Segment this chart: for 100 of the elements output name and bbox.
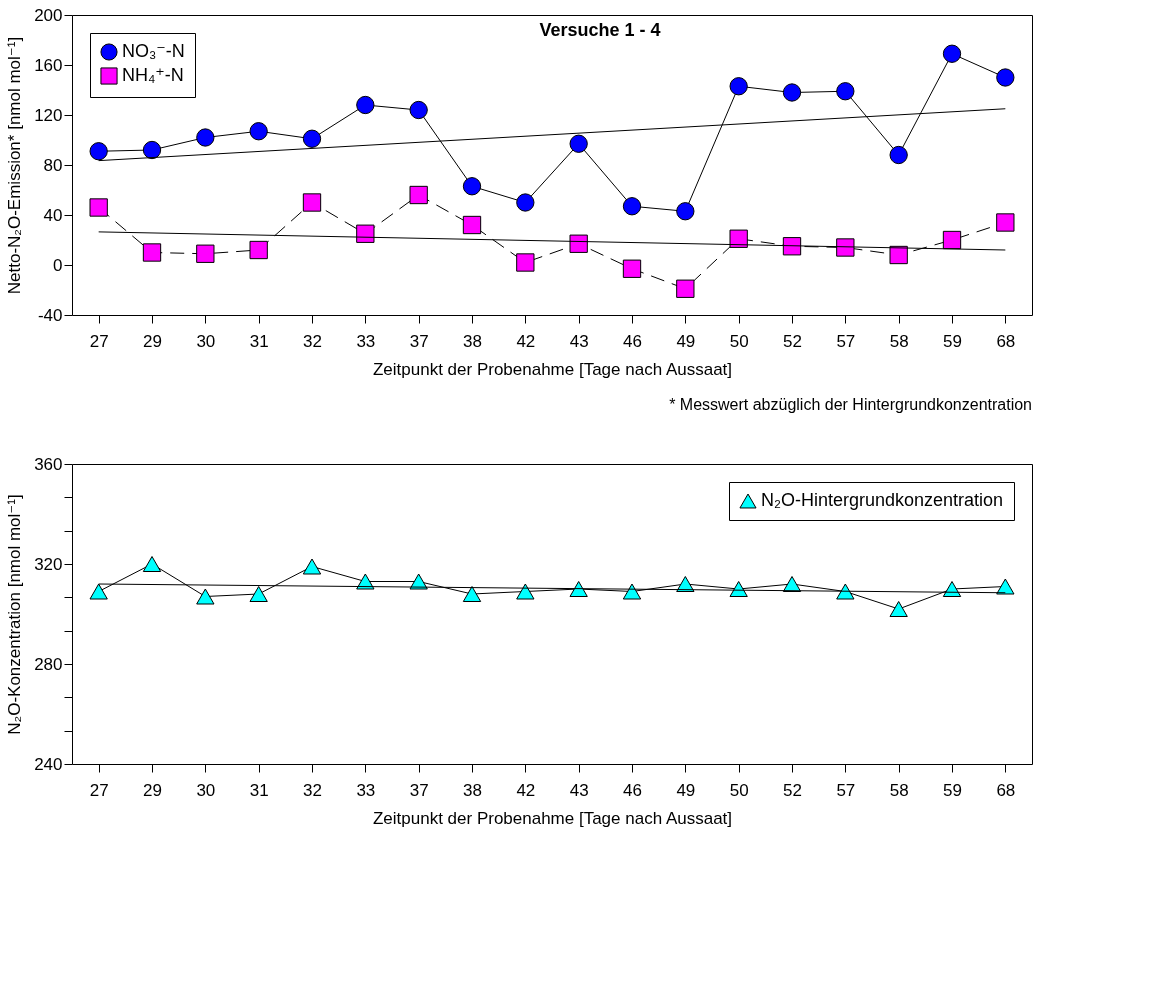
point	[89, 198, 108, 217]
point	[889, 601, 908, 617]
point	[462, 586, 482, 602]
point	[356, 224, 375, 243]
x-tick-label: 46	[623, 780, 642, 800]
y-tick-label: 80	[43, 155, 63, 175]
point	[782, 237, 802, 256]
x-tick-label: 33	[356, 780, 376, 800]
y-tick-label: 360	[34, 454, 63, 474]
x-axis-title: Zeitpunkt der Probenahme [Tage nach Aussaat]	[372, 359, 733, 379]
point	[302, 558, 322, 575]
x-tick-label: 49	[676, 331, 696, 351]
y-tick-label: 40	[43, 205, 63, 225]
point	[569, 581, 588, 597]
x-tick-label: 42	[516, 780, 536, 800]
x-tick-label: 27	[89, 780, 109, 800]
point	[142, 140, 162, 160]
point	[676, 279, 695, 298]
point	[516, 583, 535, 600]
x-tick-label: 57	[836, 780, 856, 800]
point	[249, 122, 268, 141]
point	[729, 229, 748, 248]
x-tick-label: 57	[836, 331, 856, 351]
point	[196, 244, 215, 263]
point	[302, 129, 322, 148]
text: * Messwert abzüglich der Hintergrundkonzentration	[669, 396, 1032, 413]
point	[409, 185, 428, 205]
point	[942, 44, 962, 63]
point	[996, 213, 1015, 232]
x-tick-label: 46	[623, 331, 642, 351]
y-tick-label: 120	[34, 105, 63, 125]
point	[409, 100, 428, 120]
x-tick-label: 50	[729, 780, 749, 800]
y-tick-label: 200	[34, 5, 63, 25]
x-tick-label: 29	[143, 331, 162, 351]
y-tick-label: 280	[34, 654, 63, 674]
point	[622, 583, 642, 600]
x-tick-label: 49	[676, 780, 696, 800]
x-tick-label: 37	[409, 780, 429, 800]
point	[569, 134, 588, 153]
x-tick-label: 33	[356, 331, 376, 351]
point	[942, 230, 962, 250]
x-tick-label: 38	[463, 331, 482, 351]
point	[249, 240, 268, 260]
point	[889, 245, 908, 265]
point	[622, 197, 642, 216]
point	[729, 77, 748, 96]
point	[996, 578, 1015, 595]
x-tick-label: 52	[783, 780, 802, 800]
x-tick-label: 27	[89, 331, 109, 351]
point	[462, 215, 482, 235]
x-tick-label: 68	[996, 780, 1016, 800]
x-tick-label: 43	[569, 780, 589, 800]
x-tick-label: 42	[516, 331, 536, 351]
point	[782, 83, 802, 102]
x-tick-label: 32	[303, 780, 322, 800]
x-tick-label: 58	[889, 780, 909, 800]
y-axis-title: N₂O-Konzentration [nmol mol⁻¹]	[5, 494, 25, 735]
point	[356, 95, 375, 115]
y-axis-title: Netto-N₂O-Emission* [nmol mol⁻¹]	[5, 36, 25, 295]
legend-label: NH₄⁺-N	[122, 65, 184, 85]
x-tick-label: 37	[409, 331, 429, 351]
point	[889, 145, 908, 165]
point	[622, 259, 642, 278]
x-tick-label: 52	[783, 331, 802, 351]
x-axis-title: Zeitpunkt der Probenahme [Tage nach Aussaat]	[372, 808, 733, 828]
point	[516, 193, 535, 212]
point	[142, 556, 162, 572]
point	[516, 253, 535, 272]
x-tick-label: 32	[303, 331, 322, 351]
point	[676, 202, 695, 221]
point	[89, 142, 108, 161]
point	[302, 193, 322, 212]
x-tick-label: 43	[569, 331, 589, 351]
x-tick-label: 31	[249, 331, 269, 351]
point	[462, 177, 482, 196]
x-tick-label: 50	[729, 331, 749, 351]
y-tick-label: 320	[34, 554, 63, 574]
x-tick-label: 68	[996, 331, 1016, 351]
point	[942, 581, 962, 597]
x-tick-label: 30	[196, 780, 216, 800]
point	[196, 588, 215, 605]
x-tick-label: 29	[143, 780, 162, 800]
x-tick-label: 30	[196, 331, 216, 351]
point	[89, 583, 108, 600]
point	[196, 128, 215, 147]
x-tick-label: 59	[943, 331, 962, 351]
x-tick-label: 59	[943, 780, 962, 800]
x-tick-label: 38	[463, 780, 482, 800]
point	[836, 238, 855, 257]
x-tick-label: 58	[889, 331, 909, 351]
point	[996, 68, 1015, 87]
point	[836, 583, 855, 600]
y-tick-label: 160	[34, 55, 63, 75]
y-tick-label: 0	[53, 255, 63, 275]
point	[836, 82, 855, 101]
chart-title: Versuche 1 - 4	[539, 20, 661, 40]
y-tick-label: 240	[34, 754, 63, 774]
legend-label: N₂O-Hintergrundkonzentration	[761, 490, 1004, 510]
point	[142, 243, 162, 262]
